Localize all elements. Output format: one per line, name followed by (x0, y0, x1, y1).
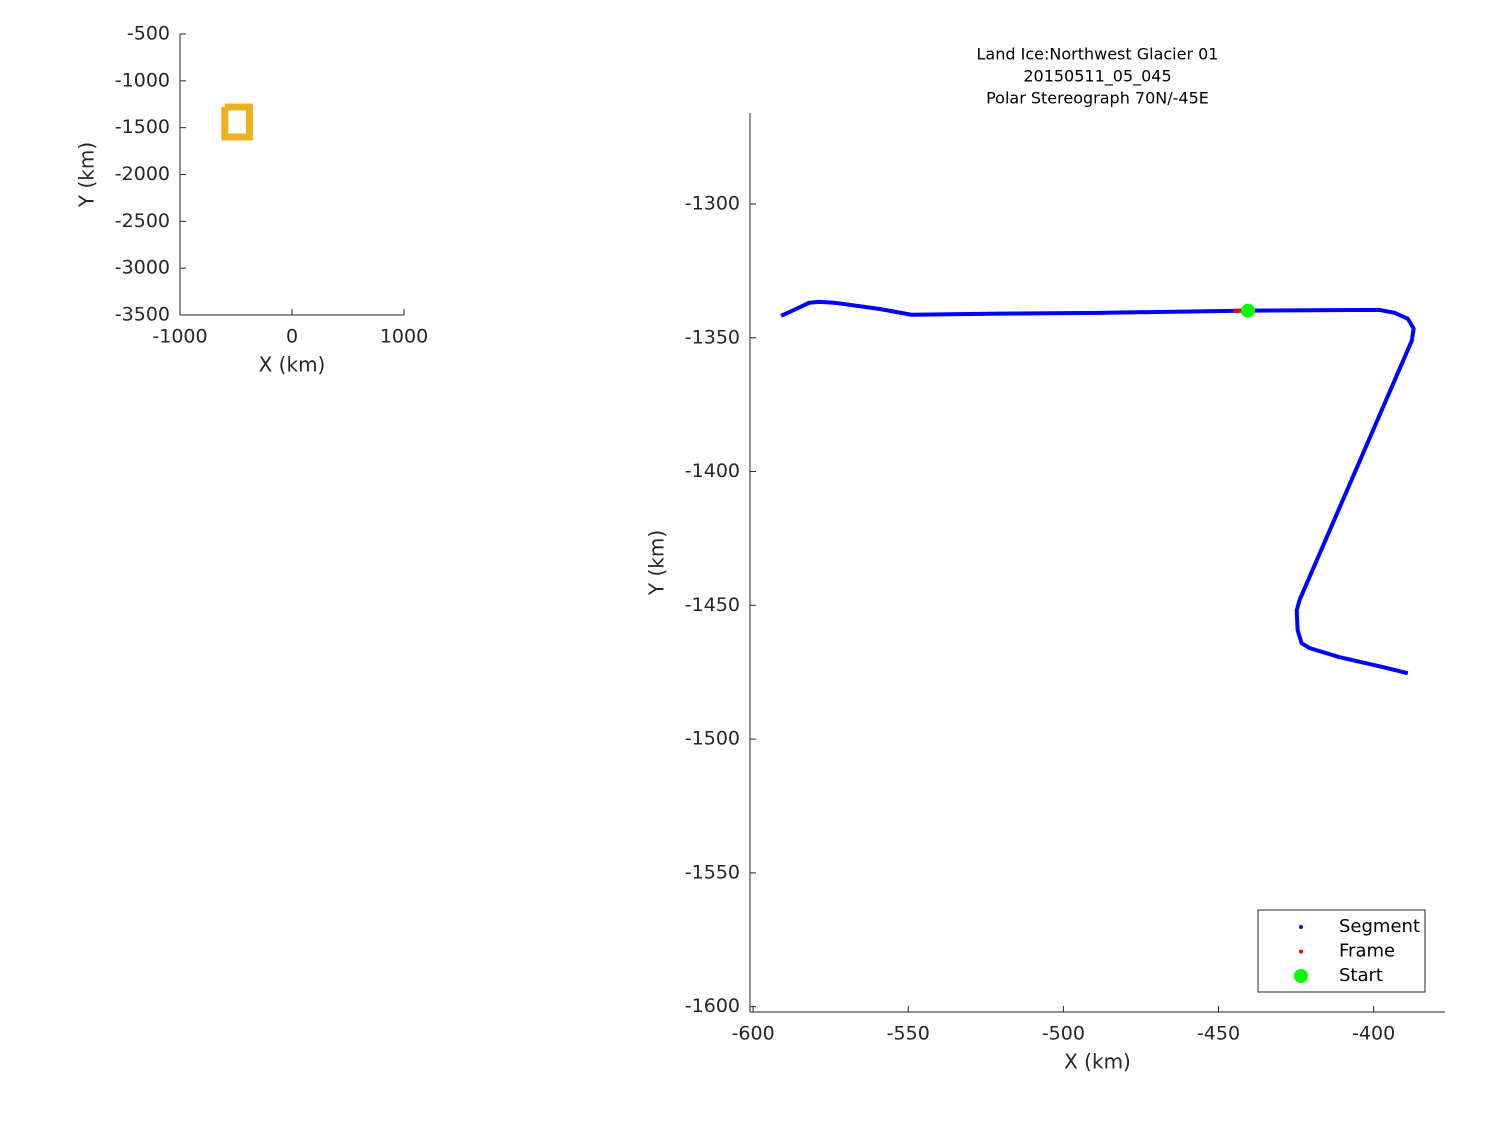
x-tick-label: -450 (1197, 1023, 1240, 1045)
chart-title: Polar Stereograph 70N/-45E (986, 89, 1209, 108)
y-tick-label: -500 (127, 23, 170, 45)
x-tick-label: 1000 (380, 326, 428, 348)
y-tick-label: -1500 (685, 728, 740, 750)
legend-marker (1299, 925, 1303, 929)
x-axis-label: X (km) (259, 353, 326, 377)
y-tick-label: -1400 (685, 460, 740, 482)
x-tick-label: -500 (1042, 1023, 1085, 1045)
x-tick-label: 0 (286, 326, 298, 348)
legend-label: Segment (1339, 916, 1420, 937)
y-tick-label: -3500 (115, 304, 170, 326)
legend-box (1257, 909, 1426, 993)
y-tick-label: -1350 (685, 326, 740, 348)
track-line (221, 103, 253, 141)
legend-label: Frame (1339, 941, 1395, 962)
track-line (780, 299, 1416, 676)
y-tick-label: -1000 (115, 69, 170, 91)
x-tick-label: -1000 (152, 326, 207, 348)
legend-marker (1294, 969, 1308, 983)
y-tick-label: -2500 (115, 210, 170, 232)
y-tick-label: -2000 (115, 163, 170, 185)
x-axis-label: X (km) (1064, 1050, 1131, 1074)
chart-title: Land Ice:Northwest Glacier 01 (977, 45, 1219, 64)
y-tick-label: -1600 (685, 995, 740, 1017)
legend-label: Start (1339, 965, 1383, 986)
y-tick-label: -1300 (685, 192, 740, 214)
y-tick-label: -1500 (115, 116, 170, 138)
legend-marker (1299, 949, 1303, 954)
x-tick-label: -400 (1352, 1023, 1395, 1045)
y-axis-label: Y (km) (645, 530, 669, 596)
start-marker (1240, 303, 1255, 318)
x-tick-label: -600 (732, 1023, 775, 1045)
y-tick-label: -3000 (115, 257, 170, 279)
x-tick-label: -550 (887, 1023, 930, 1045)
y-tick-label: -1550 (685, 861, 740, 883)
chart-title: 20150511_05_045 (1023, 67, 1171, 87)
y-axis-label: Y (km) (75, 142, 99, 208)
y-tick-label: -1450 (685, 594, 740, 616)
